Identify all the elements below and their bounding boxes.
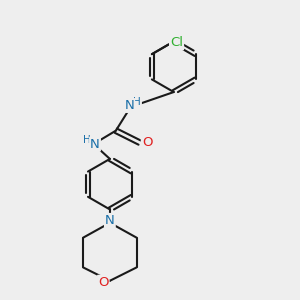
Text: Cl: Cl	[170, 36, 183, 50]
Text: H: H	[83, 136, 91, 146]
Text: N: N	[105, 214, 115, 227]
Text: N: N	[90, 138, 100, 151]
Text: O: O	[142, 136, 152, 149]
Text: O: O	[98, 276, 109, 289]
Text: H: H	[133, 97, 141, 106]
Text: N: N	[124, 99, 134, 112]
